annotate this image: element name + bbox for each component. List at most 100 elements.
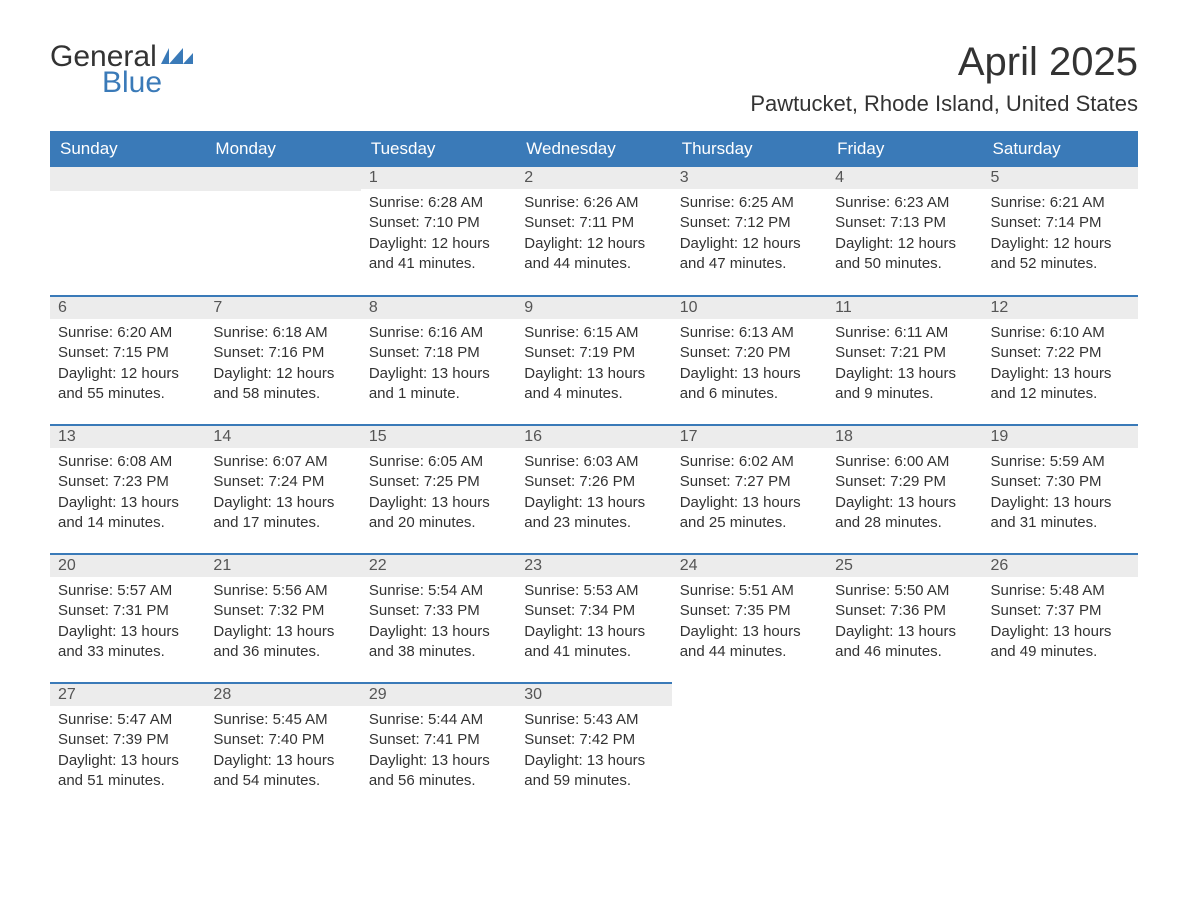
sunset-line: Sunset: 7:24 PM [213,472,352,492]
sunrise-label: Sunrise: [680,194,739,211]
day-number: 21 [205,553,360,577]
sunset-label: Sunset: [835,344,890,361]
daylight-line: Daylight: 13 hours and 4 minutes. [524,364,663,405]
sunrise-line: Sunrise: 5:45 AM [213,710,352,730]
sunset-value: 7:21 PM [890,344,946,361]
sunrise-value: 6:03 AM [583,453,638,470]
daylight-line: Daylight: 12 hours and 44 minutes. [524,234,663,275]
sunset-label: Sunset: [680,602,735,619]
calendar-cell: 2Sunrise: 6:26 AMSunset: 7:11 PMDaylight… [516,167,671,295]
day-body: Sunrise: 6:07 AMSunset: 7:24 PMDaylight:… [205,448,360,533]
calendar-cell: 12Sunrise: 6:10 AMSunset: 7:22 PMDayligh… [983,295,1138,424]
sunset-label: Sunset: [835,214,890,231]
day-body: Sunrise: 5:59 AMSunset: 7:30 PMDaylight:… [983,448,1138,533]
sunset-value: 7:26 PM [579,473,635,490]
calendar-head: SundayMondayTuesdayWednesdayThursdayFrid… [50,131,1138,167]
calendar-cell: 4Sunrise: 6:23 AMSunset: 7:13 PMDaylight… [827,167,982,295]
sunrise-value: 6:10 AM [1050,324,1105,341]
sunset-line: Sunset: 7:18 PM [369,343,508,363]
sunset-line: Sunset: 7:19 PM [524,343,663,363]
calendar-table: SundayMondayTuesdayWednesdayThursdayFrid… [50,131,1138,811]
sunset-line: Sunset: 7:41 PM [369,730,508,750]
page-title: April 2025 [750,40,1138,85]
sunrise-line: Sunrise: 5:57 AM [58,581,197,601]
daylight-line: Daylight: 13 hours and 1 minute. [369,364,508,405]
day-number: 18 [827,424,982,448]
sunset-line: Sunset: 7:34 PM [524,601,663,621]
sunrise-value: 6:28 AM [428,194,483,211]
daylight-label: Daylight: [680,623,743,640]
sunrise-value: 5:51 AM [739,582,794,599]
sunset-line: Sunset: 7:32 PM [213,601,352,621]
sunrise-line: Sunrise: 6:20 AM [58,323,197,343]
day-number: 3 [672,167,827,189]
sunrise-label: Sunrise: [58,324,117,341]
sunrise-label: Sunrise: [524,194,583,211]
daylight-label: Daylight: [680,365,743,382]
calendar-cell: 19Sunrise: 5:59 AMSunset: 7:30 PMDayligh… [983,424,1138,553]
calendar-cell: 24Sunrise: 5:51 AMSunset: 7:35 PMDayligh… [672,553,827,682]
sunrise-label: Sunrise: [680,582,739,599]
sunrise-line: Sunrise: 6:15 AM [524,323,663,343]
sunset-label: Sunset: [680,344,735,361]
sunset-label: Sunset: [369,602,424,619]
sunset-label: Sunset: [213,602,268,619]
daylight-label: Daylight: [58,365,121,382]
calendar-cell: 23Sunrise: 5:53 AMSunset: 7:34 PMDayligh… [516,553,671,682]
sunset-label: Sunset: [58,731,113,748]
daylight-line: Daylight: 13 hours and 56 minutes. [369,751,508,792]
sunset-line: Sunset: 7:42 PM [524,730,663,750]
sunrise-line: Sunrise: 6:02 AM [680,452,819,472]
sunrise-line: Sunrise: 5:48 AM [991,581,1130,601]
sunset-value: 7:30 PM [1046,473,1102,490]
sunset-label: Sunset: [213,473,268,490]
calendar-cell: 14Sunrise: 6:07 AMSunset: 7:24 PMDayligh… [205,424,360,553]
calendar-cell: 16Sunrise: 6:03 AMSunset: 7:26 PMDayligh… [516,424,671,553]
daylight-label: Daylight: [524,752,587,769]
sunset-label: Sunset: [991,602,1046,619]
sunset-label: Sunset: [524,344,579,361]
calendar-cell: 13Sunrise: 6:08 AMSunset: 7:23 PMDayligh… [50,424,205,553]
sunrise-line: Sunrise: 5:47 AM [58,710,197,730]
day-body: Sunrise: 6:20 AMSunset: 7:15 PMDaylight:… [50,319,205,404]
dayname-header: Thursday [672,131,827,167]
sunset-label: Sunset: [524,731,579,748]
daylight-line: Daylight: 13 hours and 20 minutes. [369,493,508,534]
sunrise-value: 6:00 AM [894,453,949,470]
daylight-line: Daylight: 12 hours and 55 minutes. [58,364,197,405]
sunrise-value: 5:43 AM [583,711,638,728]
sunrise-label: Sunrise: [991,324,1050,341]
sunrise-label: Sunrise: [369,194,428,211]
calendar-cell: 15Sunrise: 6:05 AMSunset: 7:25 PMDayligh… [361,424,516,553]
day-number: 4 [827,167,982,189]
sunset-value: 7:29 PM [890,473,946,490]
sunset-line: Sunset: 7:31 PM [58,601,197,621]
sunrise-label: Sunrise: [213,324,272,341]
sunrise-label: Sunrise: [835,582,894,599]
sunset-value: 7:36 PM [890,602,946,619]
calendar-cell: 9Sunrise: 6:15 AMSunset: 7:19 PMDaylight… [516,295,671,424]
day-number: 20 [50,553,205,577]
daylight-label: Daylight: [369,752,432,769]
day-number: 14 [205,424,360,448]
daylight-label: Daylight: [213,623,276,640]
sunset-value: 7:19 PM [579,344,635,361]
daylight-label: Daylight: [369,494,432,511]
sunrise-value: 5:57 AM [117,582,172,599]
sunrise-label: Sunrise: [213,453,272,470]
sunrise-value: 6:13 AM [739,324,794,341]
sunrise-line: Sunrise: 6:03 AM [524,452,663,472]
day-number: 15 [361,424,516,448]
brand-logo: General Blue [50,40,193,100]
sunset-value: 7:11 PM [579,214,634,231]
calendar-cell: 29Sunrise: 5:44 AMSunset: 7:41 PMDayligh… [361,682,516,811]
daylight-label: Daylight: [524,235,587,252]
daylight-line: Daylight: 13 hours and 54 minutes. [213,751,352,792]
daylight-label: Daylight: [680,494,743,511]
daylight-line: Daylight: 12 hours and 47 minutes. [680,234,819,275]
sunset-line: Sunset: 7:26 PM [524,472,663,492]
sunrise-line: Sunrise: 6:13 AM [680,323,819,343]
sunrise-line: Sunrise: 5:44 AM [369,710,508,730]
page-header: General Blue April 2025 Pawtucket, Rhode… [50,40,1138,117]
day-number: 11 [827,295,982,319]
